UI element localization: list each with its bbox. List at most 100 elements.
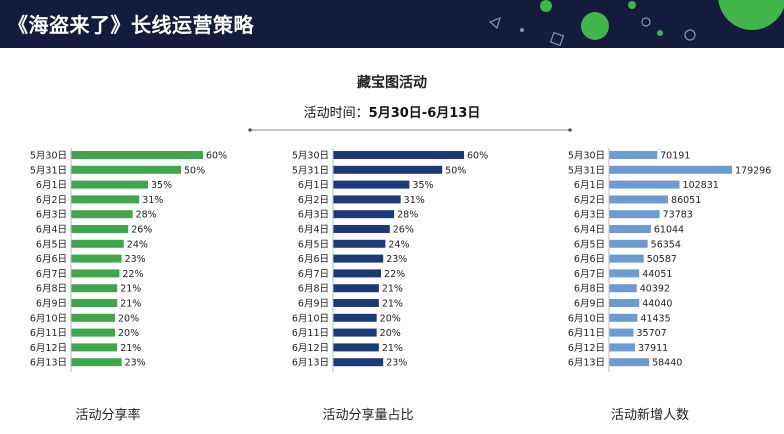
bar [71, 210, 133, 219]
category-label: 6月12日 [568, 343, 605, 354]
bar [71, 254, 122, 263]
bar [609, 284, 637, 293]
category-label: 6月1日 [298, 180, 329, 191]
category-label: 6月13日 [292, 358, 329, 369]
value-label: 35707 [636, 328, 666, 339]
value-label: 22% [384, 269, 405, 280]
bar [609, 299, 640, 307]
outline-square [549, 31, 565, 47]
value-label: 21% [382, 284, 403, 295]
category-label: 6月9日 [574, 299, 605, 310]
chart-new-users: 5月30日 70191 5月31日 179296 6月1日 102831 6月2日 86051… [568, 148, 771, 372]
bar [333, 299, 379, 307]
bar [71, 151, 203, 159]
grey-dot [520, 28, 524, 32]
activity-time-value: 5月30日-6月13日 [368, 106, 481, 121]
value-label: 61044 [654, 225, 684, 236]
category-label: 5月31日 [292, 165, 329, 176]
header-decoration [488, 0, 784, 47]
caption-share-volume: 活动分享量占比 [322, 408, 414, 423]
category-label: 5月30日 [30, 151, 67, 162]
category-label: 5月31日 [30, 165, 67, 176]
category-label: 6月1日 [574, 180, 605, 191]
category-label: 6月3日 [298, 210, 329, 221]
category-label: 6月7日 [574, 269, 605, 280]
category-label: 6月3日 [36, 210, 67, 221]
category-label: 6月4日 [574, 225, 605, 236]
value-label: 44040 [642, 299, 672, 310]
value-label: 73783 [663, 210, 693, 221]
category-label: 6月3日 [574, 210, 605, 221]
category-label: 6月2日 [298, 195, 329, 206]
bar [333, 343, 379, 352]
tiny-green-dot [657, 30, 663, 36]
value-label: 21% [382, 299, 403, 310]
category-label: 6月4日 [298, 225, 329, 236]
bar [333, 180, 410, 189]
bar [333, 254, 384, 263]
value-label: 41435 [640, 313, 670, 324]
bar [609, 254, 644, 263]
category-label: 6月8日 [298, 284, 329, 295]
category-label: 6月9日 [36, 299, 67, 310]
bar [71, 299, 118, 307]
bar [333, 358, 384, 367]
caption-new-users: 活动新增人数 [610, 408, 689, 423]
bar [609, 358, 650, 367]
value-label: 44051 [642, 269, 672, 280]
value-label: 58440 [652, 358, 682, 369]
green-circle [581, 12, 609, 40]
bar [609, 210, 660, 219]
bar [71, 180, 148, 189]
category-label: 6月2日 [36, 195, 67, 206]
bar [71, 284, 118, 293]
bar [609, 180, 680, 189]
category-label: 6月11日 [30, 328, 67, 339]
bar [333, 165, 443, 174]
value-label: 21% [120, 284, 141, 295]
value-label: 20% [118, 328, 139, 339]
bar [609, 225, 651, 233]
value-label: 60% [206, 151, 227, 162]
value-label: 28% [397, 210, 418, 221]
outline-circle-2 [684, 29, 696, 41]
bar [333, 328, 377, 337]
bar [71, 269, 120, 278]
value-label: 35% [412, 180, 433, 191]
bar [333, 225, 390, 233]
value-label: 28% [136, 210, 157, 221]
bar [333, 269, 382, 278]
bar [609, 269, 640, 278]
value-label: 86051 [671, 195, 701, 206]
category-label: 6月5日 [36, 239, 67, 250]
divider-line [248, 128, 572, 132]
bar [333, 313, 377, 322]
value-label: 70191 [660, 151, 690, 162]
value-label: 23% [125, 254, 146, 265]
value-label: 26% [131, 225, 152, 236]
bar [609, 343, 636, 352]
value-label: 50% [445, 165, 466, 176]
bar [333, 239, 386, 248]
value-label: 24% [388, 239, 409, 250]
category-label: 6月6日 [298, 254, 329, 265]
category-label: 6月11日 [568, 328, 605, 339]
category-label: 6月11日 [292, 328, 329, 339]
value-label: 50587 [647, 254, 677, 265]
value-label: 20% [380, 328, 401, 339]
bar [609, 239, 648, 248]
value-label: 40392 [640, 284, 670, 295]
tiny-green-circle [628, 1, 636, 9]
bar [609, 328, 634, 337]
category-label: 6月13日 [568, 358, 605, 369]
caption-share-rate: 活动分享率 [75, 408, 141, 423]
bar [333, 284, 379, 293]
value-label: 23% [386, 358, 407, 369]
value-label: 56354 [651, 239, 681, 250]
category-label: 5月30日 [292, 151, 329, 162]
bar [71, 165, 181, 174]
category-label: 6月10日 [568, 313, 605, 324]
category-label: 6月8日 [36, 284, 67, 295]
value-label: 35% [151, 180, 172, 191]
activity-time-label: 活动时间： [303, 106, 369, 121]
